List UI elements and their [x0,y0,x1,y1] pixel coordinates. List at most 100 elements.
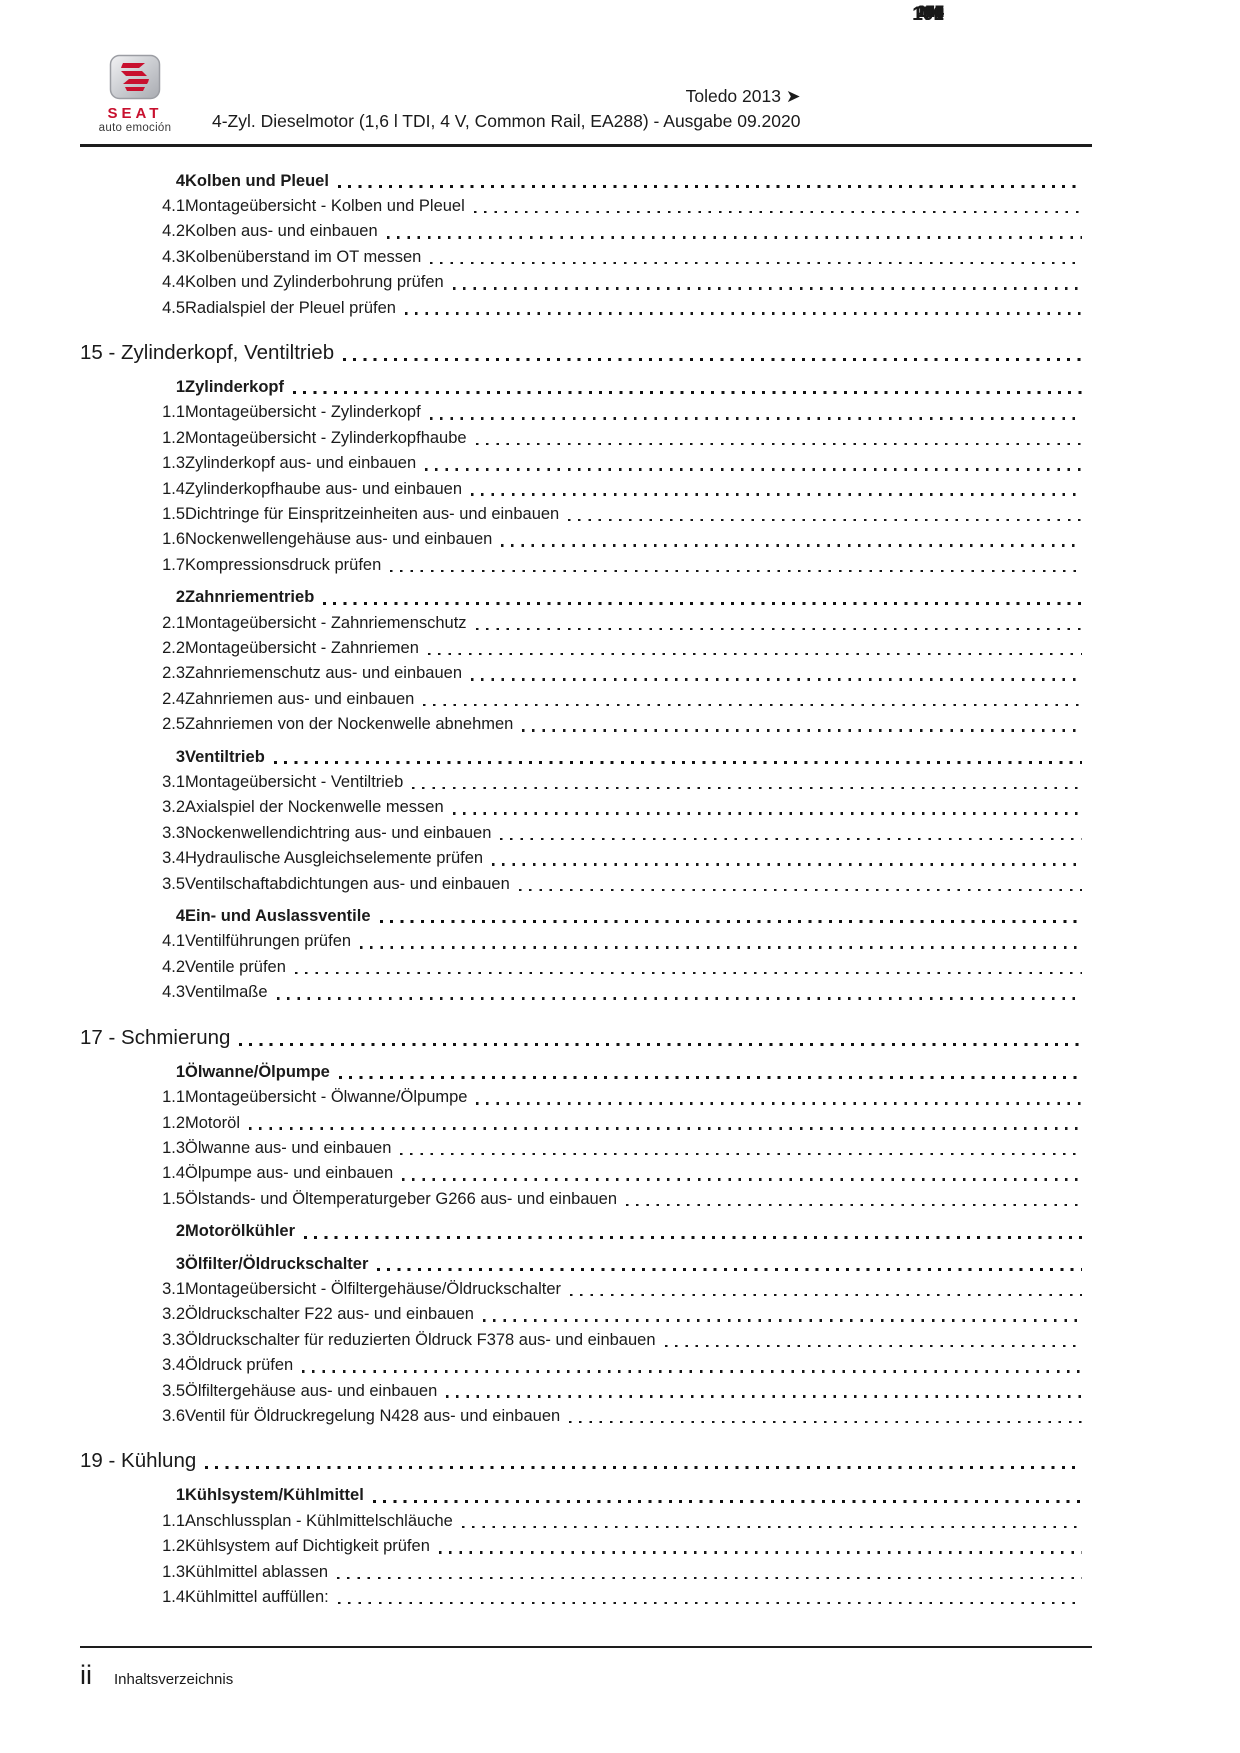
toc-entry-page: 178 [916,3,944,21]
toc-row: 1 Ölwanne/Ölpumpe 176 [80,3,1092,1085]
toc-entry-number: 3.5 [162,1381,185,1400]
toc-entry-page: 95 [925,3,944,21]
toc-row: 1.2 Montageübersicht - Zylinderkopfhaube 1… [80,3,1092,451]
toc-row: 3.4 Öldruck prüfen 193 [80,3,1092,1378]
toc-entry-page: 193 [916,3,944,21]
dotted-leader [568,518,1082,522]
toc-entry-title: Kolben und Zylinderbohrung prüfen [185,273,444,292]
toc-entry-number: 4.2 [162,222,185,241]
toc-entry-title: Montageübersicht - Ölwanne/Ölpumpe [185,1088,468,1107]
dotted-leader [239,1042,1082,1046]
toc-entry-page: 178 [916,3,944,21]
toc-entry-number: 1.1 [162,1088,185,1107]
seat-tagline: auto emoción [98,122,172,134]
toc-row: 4.4 Kolben und Zylinderbohrung prüfen 98 [80,3,1092,295]
dotted-leader [425,468,1082,471]
toc-entry-page: 187 [916,3,944,21]
toc-entry-page: 176 [916,3,944,21]
toc-entry-title: Öldruckschalter F22 aus- und einbauen [185,1305,474,1324]
toc-entry-page: 101 [916,3,944,21]
toc-entry-page: 184 [916,3,944,21]
toc-entry-title: Kompressionsdruck prüfen [185,555,382,574]
dotted-leader [423,703,1082,707]
dotted-leader [379,920,1082,924]
toc-entry-number: 4.1 [162,196,185,215]
toc-entry-title: Zahnriemenschutz aus- und einbauen [185,664,463,683]
toc-entry-page: 197 [916,3,944,21]
dotted-leader [570,1293,1082,1297]
dotted-leader [473,210,1082,214]
toc-entry-page: 98 [925,3,944,21]
toc-entry-title: Zahnriementrieb [185,588,315,607]
toc-row: 1.4 Ölpumpe aus- und einbauen 184 [80,3,1092,1186]
toc-row: 4 Kolben und Pleuel 90 [80,3,1092,194]
toc-entry-number: 2.4 [162,689,185,708]
toc-entry-number: 1.3 [162,1562,185,1581]
toc-entry-title: Öldruckschalter für reduzierten Öldruck … [185,1330,656,1349]
toc-entry-number: 2.2 [162,639,185,657]
toc-entry-number: 3.4 [162,1356,185,1375]
dotted-leader [476,1102,1082,1105]
toc-entry-number: 3 [175,747,185,766]
toc-entry-number: 1.3 [162,1138,185,1157]
subtitle-line: 4-Zyl. Dieselmotor (1,6 l TDI, 4 V, Comm… [212,110,801,131]
toc-entry-number: 4.5 [162,298,185,317]
toc-entry-page: 131 [916,3,944,21]
toc-row: 3.4 Hydraulische Ausgleichselemente prüfe… [80,3,1092,871]
toc-entry-number: 4 [175,171,185,190]
toc-entry-title: 19 - Kühlung [80,1449,197,1473]
toc-row: 3.5 Ventilschaftabdichtungen aus- und ein… [80,3,1092,897]
toc-entry-number: 3.2 [162,798,185,817]
toc-entry-title: Öldruck prüfen [185,1356,294,1375]
toc-row: 3 Ölfilter/Öldruckschalter 188 [80,3,1092,1277]
toc-row: 1 Zylinderkopf 101 [80,3,1092,400]
dotted-leader [343,357,1082,361]
toc-row: 4.3 Ventilmaße 174 [80,3,1092,1005]
toc-entry-number: 3.4 [162,849,185,868]
toc-entry-page: 101 [912,4,944,25]
toc-row: 3.1 Montageübersicht - Ölfiltergehäuse/Öl… [80,3,1092,1302]
toc-entry-title: Montageübersicht - Zahnriemenschutz [185,613,467,632]
toc-entry-number: 1 [175,1486,185,1505]
dotted-leader [471,678,1082,681]
toc-entry-page: 126 [916,3,944,21]
toc-row: 3.2 Axialspiel der Nockenwelle messen 157 [80,3,1092,820]
toc-entry-title: Motorölkühler [185,1222,295,1241]
header-divider [80,143,1092,147]
dotted-leader [205,1466,1082,1470]
dotted-leader [323,601,1082,605]
toc-chapter-row: 17 - Schmierung 176 [80,4,1092,1053]
toc-entry-number: 1.4 [162,479,185,498]
toc-entry-title: Zahnriemen aus- und einbauen [185,689,415,708]
toc-entry-title: Zylinderkopf [185,377,285,396]
toc-row: 1.2 Motoröl 178 [80,3,1092,1136]
toc-row: 1.4 Zylinderkopfhaube aus- und einbauen 11… [80,3,1092,502]
toc-entry-page: 160 [916,3,944,21]
toc-entry-page: 157 [916,3,944,21]
toc-entry-title: Kühlsystem/Kühlmittel [185,1486,364,1505]
toc-entry-number: 1.3 [162,454,185,473]
toc-entry-title: Zahnriemen von der Nockenwelle abnehmen [185,715,514,734]
toc-entry-number: 1.7 [162,555,185,574]
dotted-leader [372,1499,1082,1503]
toc-entry-page: 173 [916,3,944,21]
dotted-leader [293,391,1082,395]
toc-row: 3.2 Öldruckschalter F22 aus- und einbauen… [80,3,1092,1327]
toc-entry-number: 2 [175,1222,185,1241]
toc-row: 4.5 Radialspiel der Pleuel prüfen 100 [80,3,1092,321]
toc-row: 1.5 Ölstands- und Öltemperaturgeber G266 … [80,3,1092,1212]
toc-entry-title: Anschlussplan - Kühlmittelschläuche [185,1511,453,1530]
footer-page-number: ii [80,1660,92,1690]
toc-entry-title: Kolbenüberstand im OT messen [185,247,422,266]
toc-entry-number: 3.1 [162,773,185,792]
toc-row: 3.3 Öldruckschalter für reduzierten Öldru… [80,3,1092,1353]
seat-wordmark: SEAT [107,105,163,122]
dotted-leader [249,1127,1082,1130]
toc-entry-title: Montageübersicht - Zylinderkopf [185,403,421,422]
toc-entry-page: 105 [916,3,944,21]
toc-row: 3 Ventiltrieb 154 [80,3,1092,770]
toc-entry-number: 1.5 [162,504,185,523]
toc-entry-title: Montageübersicht - Ventiltrieb [185,773,404,792]
toc-entry-title: Kühlmittel ablassen [185,1562,329,1581]
dotted-leader [412,786,1082,790]
